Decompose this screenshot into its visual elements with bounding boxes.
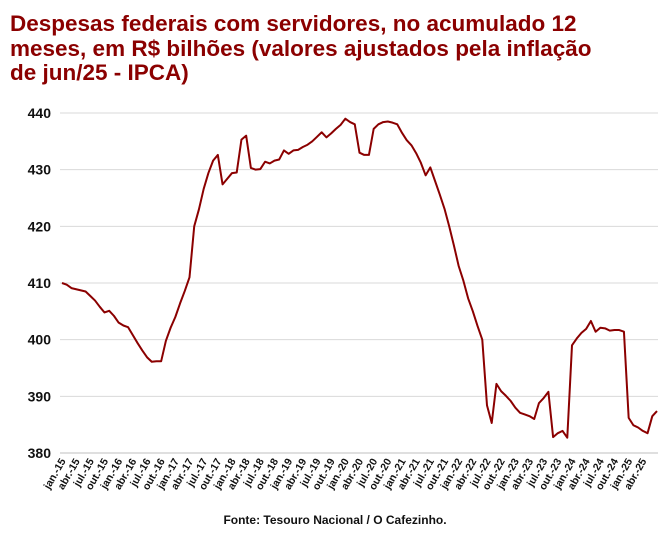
chart-title-line: Despesas federais com servidores, no acu…: [10, 11, 577, 36]
y-tick-label: 380: [28, 445, 52, 461]
series-line: [61, 117, 658, 439]
y-tick-label: 410: [28, 275, 52, 291]
chart-title-line: de jun/25 - IPCA): [10, 60, 189, 85]
y-tick-label: 430: [28, 162, 52, 178]
y-tick-label: 420: [28, 218, 52, 234]
chart-title-line: meses, em R$ bilhões (valores ajustados …: [10, 35, 592, 61]
y-tick-label: 440: [28, 105, 52, 121]
y-gridlines: [60, 112, 658, 454]
source-note: Fonte: Tesouro Nacional / O Cafezinho.: [223, 513, 447, 527]
y-tick-labels: 380 390 400 410 420 430 440: [28, 105, 52, 461]
x-tick-labels: jan.-15abr.-15jul.-15out.-15jan.-16abr.-…: [41, 456, 649, 492]
y-tick-label: 390: [28, 388, 52, 404]
y-tick-label: 400: [28, 332, 52, 348]
chart-title: Despesas federais com servidores, no acu…: [10, 11, 660, 86]
